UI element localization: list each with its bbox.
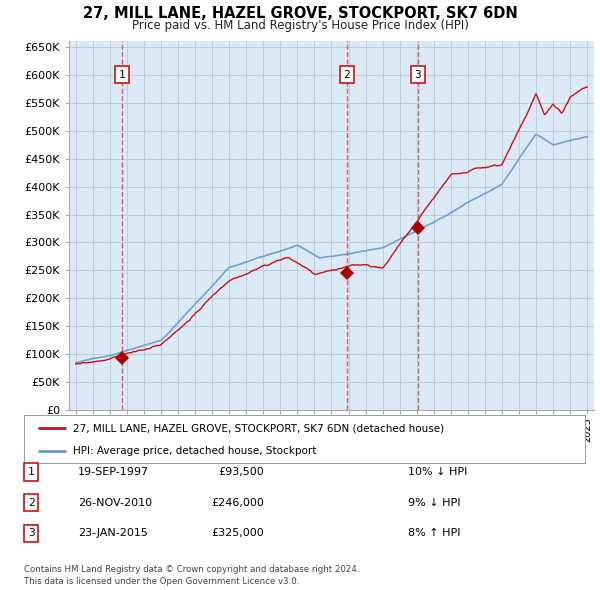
Text: 3: 3: [28, 529, 35, 538]
Text: 2: 2: [28, 498, 35, 507]
Text: £93,500: £93,500: [218, 467, 264, 477]
Text: 3: 3: [415, 70, 421, 80]
Text: 27, MILL LANE, HAZEL GROVE, STOCKPORT, SK7 6DN: 27, MILL LANE, HAZEL GROVE, STOCKPORT, S…: [83, 6, 517, 21]
Text: 19-SEP-1997: 19-SEP-1997: [78, 467, 149, 477]
Text: 2: 2: [343, 70, 350, 80]
Text: 1: 1: [28, 467, 35, 477]
Text: This data is licensed under the Open Government Licence v3.0.: This data is licensed under the Open Gov…: [24, 577, 299, 586]
Text: 9% ↓ HPI: 9% ↓ HPI: [408, 498, 461, 507]
Text: 27, MILL LANE, HAZEL GROVE, STOCKPORT, SK7 6DN (detached house): 27, MILL LANE, HAZEL GROVE, STOCKPORT, S…: [73, 423, 445, 433]
Text: 23-JAN-2015: 23-JAN-2015: [78, 529, 148, 538]
Text: 10% ↓ HPI: 10% ↓ HPI: [408, 467, 467, 477]
Text: 8% ↑ HPI: 8% ↑ HPI: [408, 529, 461, 538]
Text: 1: 1: [119, 70, 125, 80]
Text: £246,000: £246,000: [211, 498, 264, 507]
Text: £325,000: £325,000: [211, 529, 264, 538]
Text: HPI: Average price, detached house, Stockport: HPI: Average price, detached house, Stoc…: [73, 445, 317, 455]
Text: Price paid vs. HM Land Registry's House Price Index (HPI): Price paid vs. HM Land Registry's House …: [131, 19, 469, 32]
Text: Contains HM Land Registry data © Crown copyright and database right 2024.: Contains HM Land Registry data © Crown c…: [24, 565, 359, 574]
Text: 26-NOV-2010: 26-NOV-2010: [78, 498, 152, 507]
